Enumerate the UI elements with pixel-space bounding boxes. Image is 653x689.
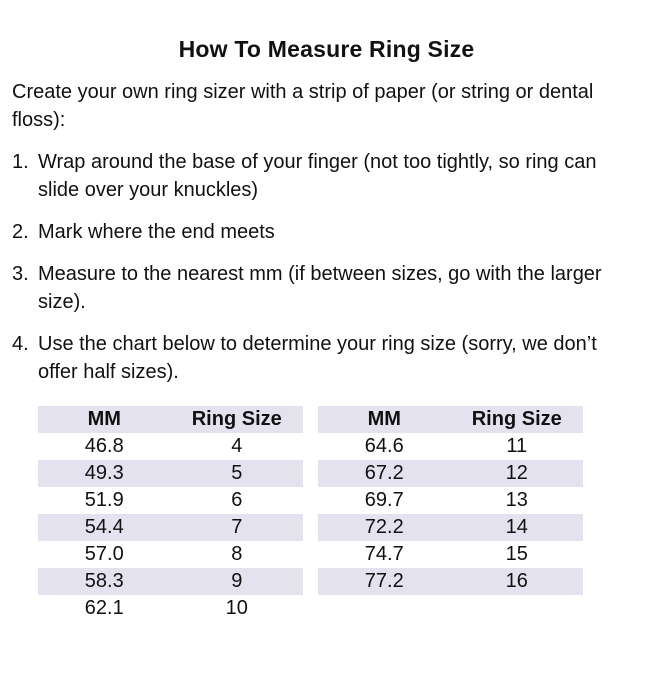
mm-value: 64.6 xyxy=(364,435,404,457)
list-item-2: 2. Mark where the end meets xyxy=(12,218,613,246)
column-header-ring-size: Ring Size xyxy=(170,406,303,433)
ring-size-value: 11 xyxy=(506,435,528,457)
mm-value: 54.4 xyxy=(84,516,124,538)
table-row: 54.4 7 xyxy=(38,514,303,541)
mm-value: 74.7 xyxy=(364,543,404,565)
step-text: Measure to the nearest mm (if between si… xyxy=(38,263,602,313)
size-chart: MM Ring Size 46.8 4 49.3 5 51.9 6 xyxy=(38,406,653,622)
ring-size-value: 13 xyxy=(505,489,528,511)
mm-value: 69.7 xyxy=(364,489,404,511)
ring-size-value: 5 xyxy=(231,462,243,484)
column-header-mm: MM xyxy=(318,406,451,433)
table-row: 62.1 10 xyxy=(38,595,303,622)
intro-text: Create your own ring sizer with a strip … xyxy=(12,81,594,131)
instruction-list: 1. Wrap around the base of your finger (… xyxy=(12,148,613,386)
mm-value: 46.8 xyxy=(84,435,124,457)
ring-size-value: 10 xyxy=(225,597,248,619)
mm-value: 62.1 xyxy=(84,597,124,619)
ring-size-value: 8 xyxy=(231,543,243,565)
step-number: 3. xyxy=(12,263,29,285)
mm-value: 58.3 xyxy=(84,570,124,592)
ring-size-value: 14 xyxy=(505,516,528,538)
size-table-left: MM Ring Size 46.8 4 49.3 5 51.9 6 xyxy=(38,406,303,622)
size-table-right: MM Ring Size 64.6 11 67.2 12 69.7 13 xyxy=(318,406,583,595)
ring-size-value: 7 xyxy=(231,516,243,538)
ring-size-guide-page: How To Measure Ring Size Create your own… xyxy=(0,36,653,689)
ring-size-value: 9 xyxy=(231,570,243,592)
list-item-4: 4. Use the chart below to determine your… xyxy=(12,330,613,386)
step-text: Mark where the end meets xyxy=(38,221,275,243)
step-number: 2. xyxy=(12,221,29,243)
table-row: 67.2 12 xyxy=(318,460,583,487)
mm-value: 72.2 xyxy=(364,516,404,538)
mm-value: 67.2 xyxy=(364,462,404,484)
step-text: Wrap around the base of your finger (not… xyxy=(38,151,597,201)
column-header-ring-size: Ring Size xyxy=(450,406,583,433)
table-row: 72.2 14 xyxy=(318,514,583,541)
mm-value: 49.3 xyxy=(84,462,124,484)
table-row: 64.6 11 xyxy=(318,433,583,460)
header-row: MM Ring Size xyxy=(38,406,303,433)
ring-size-value: 12 xyxy=(505,462,528,484)
mm-value: 77.2 xyxy=(364,570,404,592)
table-row: 49.3 5 xyxy=(38,460,303,487)
table-row: 77.2 16 xyxy=(318,568,583,595)
column-header-mm: MM xyxy=(38,406,171,433)
step-text: Use the chart below to determine your ri… xyxy=(38,333,597,383)
page-title: How To Measure Ring Size xyxy=(178,36,475,62)
ring-size-value: 4 xyxy=(231,435,243,457)
step-number: 1. xyxy=(12,151,29,173)
table-row: 58.3 9 xyxy=(38,568,303,595)
table-row: 74.7 15 xyxy=(318,541,583,568)
mm-value: 51.9 xyxy=(84,489,124,511)
ring-size-value: 16 xyxy=(505,570,528,592)
header-row: MM Ring Size xyxy=(318,406,583,433)
table-row: 69.7 13 xyxy=(318,487,583,514)
table-row: 57.0 8 xyxy=(38,541,303,568)
list-item-1: 1. Wrap around the base of your finger (… xyxy=(12,148,613,204)
ring-size-value: 15 xyxy=(505,543,528,565)
ring-size-value: 6 xyxy=(231,489,243,511)
step-number: 4. xyxy=(12,333,29,355)
table-row: 46.8 4 xyxy=(38,433,303,460)
table-row: 51.9 6 xyxy=(38,487,303,514)
mm-value: 57.0 xyxy=(84,543,124,565)
list-item-3: 3. Measure to the nearest mm (if between… xyxy=(12,260,613,316)
